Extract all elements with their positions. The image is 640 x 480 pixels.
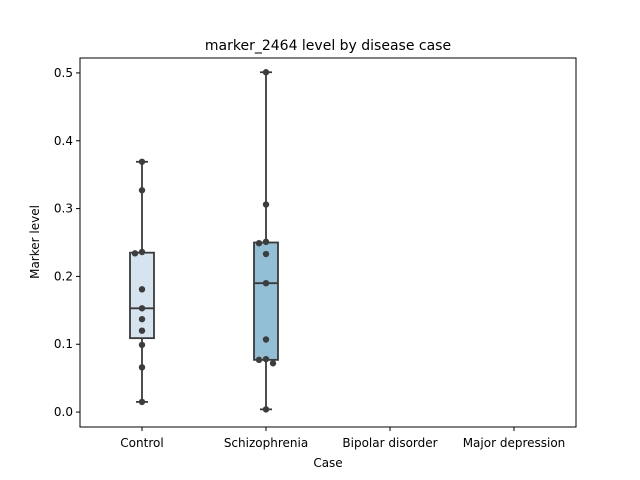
data-point	[262, 238, 270, 246]
x-tick-label: Bipolar disorder	[342, 436, 437, 450]
x-tick-label: Control	[120, 436, 163, 450]
data-point	[262, 201, 270, 208]
points-layer	[131, 69, 277, 413]
data-point	[262, 279, 270, 287]
y-axis: 0.0 0.1 0.2 0.3 0.4 0.5	[54, 66, 80, 419]
x-tick-label: Schizophrenia	[224, 436, 308, 450]
y-tick-label: 0.5	[54, 66, 73, 80]
x-axis: Control Schizophrenia Bipolar disorder Majo…	[120, 427, 565, 450]
data-point	[138, 158, 146, 165]
data-point	[262, 69, 270, 76]
data-point	[138, 315, 146, 323]
data-point	[138, 398, 146, 406]
y-tick-label: 0.1	[54, 337, 73, 351]
data-point	[255, 356, 263, 364]
chart-title: marker_2464 level by disease case	[205, 38, 451, 54]
iqr-box	[129, 251, 155, 340]
y-tick-label: 0.4	[54, 134, 73, 148]
y-axis-label: Marker level	[28, 205, 42, 279]
data-point	[138, 305, 146, 312]
y-tick-label: 0.3	[54, 202, 73, 216]
data-point	[255, 239, 263, 247]
data-point	[138, 327, 146, 334]
boxes-layer	[129, 71, 279, 411]
y-tick-label: 0.0	[54, 405, 73, 419]
data-point	[262, 336, 270, 343]
x-tick-label: Major depression	[463, 436, 566, 450]
data-point	[138, 341, 146, 349]
data-point	[138, 187, 146, 194]
y-tick-label: 0.2	[54, 269, 73, 283]
data-point	[138, 286, 146, 293]
data-point	[262, 250, 270, 258]
plot-area	[79, 57, 577, 428]
x-axis-label: Case	[313, 456, 342, 470]
data-point	[262, 406, 270, 413]
data-point	[138, 364, 146, 371]
data-point	[131, 250, 139, 257]
data-point	[138, 248, 146, 256]
data-point	[262, 355, 270, 363]
data-point	[269, 360, 277, 367]
